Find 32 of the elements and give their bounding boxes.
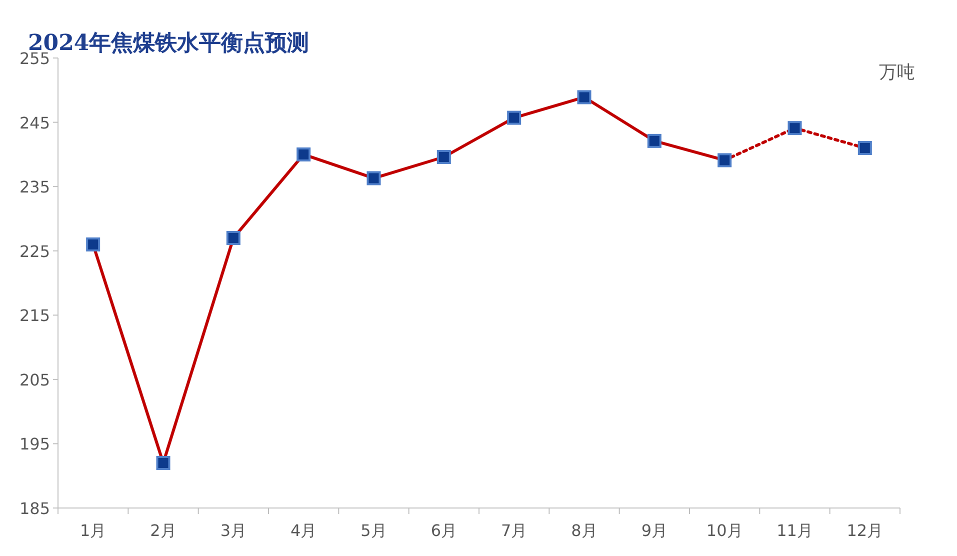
- y-tick-label: 235: [19, 178, 50, 197]
- point: [577, 90, 592, 104]
- point: [366, 171, 381, 186]
- point: [436, 150, 451, 164]
- x-tick-label: 10月: [706, 521, 743, 540]
- point: [647, 134, 662, 148]
- x-tick-label: 9月: [641, 521, 668, 540]
- x-tick-label: 1月: [80, 521, 106, 540]
- x-tick-label: 7月: [500, 521, 528, 540]
- point: [507, 110, 522, 125]
- point: [226, 231, 240, 245]
- point: [156, 456, 170, 470]
- x-tick-label: 6月: [430, 521, 458, 540]
- y-tick-label: 195: [19, 434, 50, 454]
- y-tick-label: 205: [19, 370, 50, 390]
- point: [718, 153, 732, 168]
- y-axis-title: 万吨: [879, 62, 915, 83]
- x-tick-label: 3月: [220, 521, 247, 540]
- y-tick-label: 245: [19, 113, 50, 132]
- point: [86, 237, 100, 252]
- x-tick-label: 2月: [150, 521, 176, 540]
- x-tick-label: 8月: [571, 521, 598, 540]
- y-tick-label: 215: [19, 306, 50, 326]
- x-tick-label: 12月: [846, 521, 884, 540]
- y-tick-label: 185: [19, 499, 50, 518]
- point: [788, 121, 802, 136]
- point: [858, 141, 872, 155]
- x-tick-label: 4月: [290, 521, 317, 540]
- point: [296, 147, 311, 162]
- x-tick-label: 5月: [360, 521, 387, 540]
- y-tick-label: 225: [19, 242, 50, 261]
- x-tick-label: 11月: [776, 521, 813, 540]
